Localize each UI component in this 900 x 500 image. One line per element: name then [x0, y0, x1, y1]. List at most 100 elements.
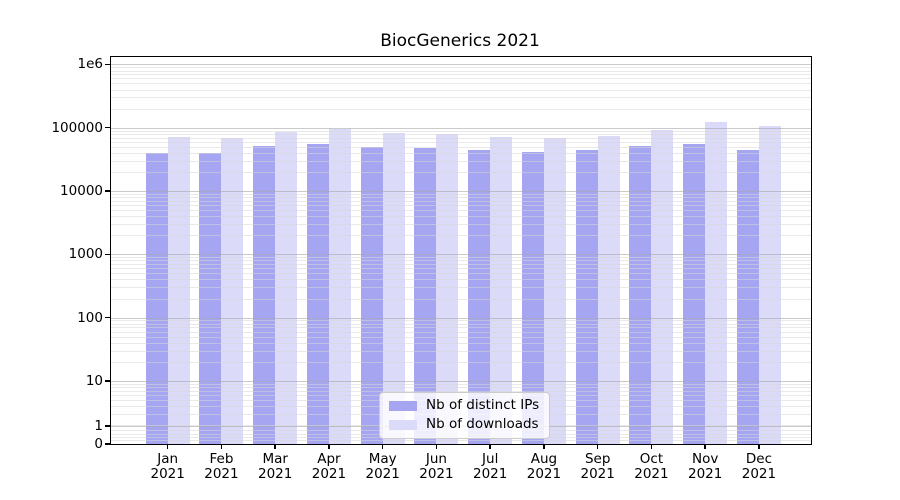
legend-swatch-downloads	[389, 419, 417, 430]
bar-distinct-ips-may	[360, 146, 383, 444]
minor-gridline	[111, 141, 811, 143]
bar-downloads-feb	[221, 138, 244, 444]
minor-gridline	[111, 298, 811, 300]
x-axis-tick	[220, 444, 223, 449]
bar-downloads-aug	[543, 137, 566, 444]
minor-gridline	[111, 440, 811, 441]
y-axis-tick	[105, 190, 110, 192]
bar-distinct-ips-apr	[306, 144, 329, 444]
minor-gridline	[111, 260, 811, 262]
bar-distinct-ips-jul	[468, 150, 491, 444]
bar-distinct-ips-dec	[736, 150, 759, 444]
y-axis-label: 10	[85, 372, 103, 389]
minor-gridline	[111, 130, 811, 132]
y-axis-label: 100000	[51, 119, 103, 136]
y-axis-tick	[105, 253, 110, 256]
bar-downloads-dec	[758, 125, 781, 444]
bar-distinct-ips-nov	[683, 144, 706, 444]
minor-gridline	[111, 74, 811, 76]
y-axis-tick	[105, 63, 110, 66]
x-axis-tick	[758, 444, 760, 449]
bar-downloads-nov	[705, 122, 728, 444]
x-axis-tick	[596, 444, 599, 449]
bar-downloads-sep	[597, 135, 620, 444]
x-axis-tick	[274, 444, 276, 449]
bar-downloads-apr	[328, 128, 351, 444]
minor-gridline	[111, 383, 811, 385]
minor-gridline	[111, 137, 811, 139]
y-axis-tick	[105, 443, 110, 445]
major-gridline	[111, 317, 811, 319]
minor-gridline	[111, 287, 811, 289]
bar-downloads-jun	[436, 134, 459, 444]
minor-gridline	[111, 146, 811, 148]
x-axis-tick	[435, 444, 438, 449]
x-axis-label: Jan 2021	[150, 451, 185, 482]
minor-gridline	[111, 205, 811, 207]
minor-gridline	[111, 171, 811, 173]
chart-title: BiocGenerics 2021	[380, 31, 540, 51]
minor-gridline	[111, 361, 811, 363]
x-axis-label: Jul 2021	[473, 451, 508, 482]
major-gridline	[111, 191, 811, 192]
minor-gridline	[111, 387, 811, 389]
x-axis-label: Apr 2021	[311, 451, 347, 482]
x-axis-label: Aug 2021	[526, 451, 562, 482]
bar-downloads-jul	[490, 136, 513, 444]
x-axis-label: Sep 2021	[580, 451, 615, 482]
bar-distinct-ips-mar	[253, 145, 276, 444]
y-axis-label: 0	[94, 436, 103, 452]
y-axis-tick	[105, 380, 110, 382]
minor-gridline	[111, 273, 811, 275]
bar-distinct-ips-jun	[414, 148, 437, 444]
minor-gridline	[111, 279, 811, 281]
x-axis-tick	[166, 444, 169, 449]
x-axis-tick	[381, 444, 384, 449]
y-axis-label: 100	[77, 309, 103, 326]
minor-gridline	[111, 83, 811, 85]
x-axis-tick	[328, 444, 330, 449]
y-axis-label: 1000	[68, 246, 103, 263]
minor-gridline	[111, 197, 811, 199]
minor-gridline	[111, 331, 811, 333]
x-axis-label: Nov 2021	[688, 451, 723, 482]
x-axis-tick	[543, 444, 545, 449]
y-axis-label: 1	[94, 418, 103, 434]
minor-gridline	[111, 390, 811, 392]
x-axis-tick	[704, 444, 706, 449]
x-axis-label: Mar 2021	[258, 451, 293, 482]
bar-downloads-jan	[167, 136, 190, 444]
minor-gridline	[111, 350, 811, 352]
minor-gridline	[111, 224, 811, 226]
plot-area: 1e6 100000 10000 1000 100 10 1 0 Jan 2021 Feb 202…	[51, 56, 812, 482]
major-gridline	[111, 127, 811, 129]
minor-gridline	[111, 70, 811, 72]
legend-label-downloads: Nb of downloads	[426, 416, 539, 432]
minor-gridline	[111, 320, 811, 322]
y-axis-label: 10000	[60, 183, 103, 199]
x-axis-label: Dec 2021	[741, 451, 777, 482]
legend: Nb of distinct IPs Nb of downloads	[379, 392, 551, 439]
minor-gridline	[111, 160, 811, 162]
minor-gridline	[111, 97, 811, 99]
minor-gridline	[111, 133, 811, 135]
x-axis-label: May 2021	[365, 451, 400, 482]
bar-downloads-oct	[651, 129, 674, 444]
legend-swatch-distinct-ips	[389, 400, 417, 411]
y-axis-label: 1e6	[77, 56, 103, 73]
major-gridline	[111, 64, 811, 66]
minor-gridline	[111, 200, 811, 202]
minor-gridline	[111, 152, 811, 154]
minor-gridline	[111, 67, 811, 69]
minor-gridline	[111, 210, 811, 212]
bar-distinct-ips-sep	[575, 149, 598, 444]
minor-gridline	[111, 336, 811, 338]
minor-gridline	[111, 323, 811, 325]
x-axis-tick	[650, 444, 653, 449]
minor-gridline	[111, 89, 811, 91]
minor-gridline	[111, 235, 811, 237]
minor-gridline	[111, 108, 811, 110]
minor-gridline	[111, 264, 811, 266]
legend-row-distinct-ips: Nb of distinct IPs	[389, 398, 539, 413]
y-axis-tick	[105, 316, 110, 319]
